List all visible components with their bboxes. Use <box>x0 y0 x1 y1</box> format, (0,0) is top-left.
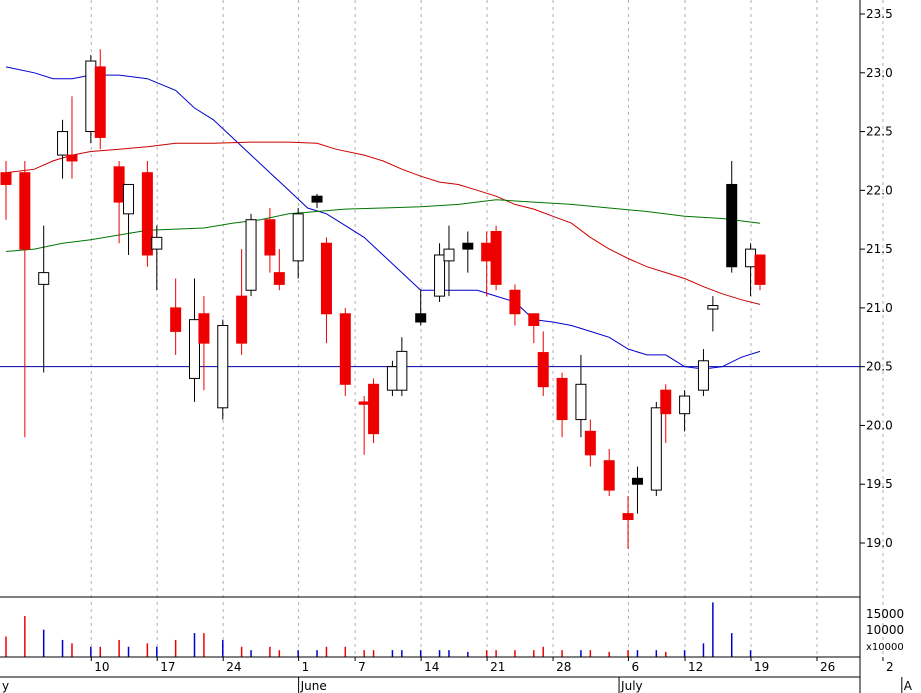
day-tick-label: 10 <box>94 660 109 674</box>
price-tick-label: 21.5 <box>866 242 893 256</box>
candle-body <box>189 319 200 379</box>
candle-body <box>113 166 125 203</box>
day-tick-label: 24 <box>226 660 241 674</box>
candle-body <box>123 183 135 215</box>
candle-body <box>358 401 370 405</box>
month-label: y <box>2 679 9 693</box>
price-tick-label: 22.0 <box>866 183 893 197</box>
candle-body <box>462 242 474 250</box>
volume-tick-label: 15000 <box>866 607 904 621</box>
candle-body <box>707 305 719 310</box>
candle-body <box>443 248 455 262</box>
volume-tick-label: 10000 <box>866 623 904 637</box>
candle-body <box>264 219 276 256</box>
day-tick-label: 1 <box>302 660 310 674</box>
month-label: July <box>620 679 643 693</box>
candle-body <box>273 272 285 285</box>
moving-average-line <box>5 66 761 370</box>
candle-body <box>217 325 229 409</box>
candle-body <box>151 236 163 250</box>
price-tick-label: 22.5 <box>866 125 893 139</box>
candle-body <box>434 254 446 297</box>
price-tick-label: 23.0 <box>866 66 893 80</box>
day-tick-label: 21 <box>490 660 505 674</box>
candle-body <box>311 195 323 203</box>
candle-body <box>622 513 634 520</box>
candle-body <box>603 460 615 491</box>
candle-body <box>575 383 587 421</box>
month-label: A <box>904 679 913 693</box>
price-tick-label: 19.5 <box>866 477 893 491</box>
moving-averages <box>5 66 761 370</box>
day-tick-label: 28 <box>556 660 571 674</box>
candle-body <box>170 307 182 332</box>
candle-body <box>537 352 549 388</box>
candle-body <box>584 430 596 456</box>
volume-tick-label: x10000 <box>866 642 904 653</box>
day-tick-label: 26 <box>820 660 835 674</box>
candle-body <box>745 248 757 268</box>
price-tick-label: 20.0 <box>866 418 893 432</box>
candle-body <box>320 242 332 315</box>
price-tick-label: 19.0 <box>866 536 893 550</box>
candle-body <box>339 313 351 385</box>
price-tick-label: 21.0 <box>866 301 893 315</box>
moving-average-line <box>5 141 761 305</box>
candle-body <box>396 350 408 391</box>
volume-panel: 15000 10000 x10000 <box>0 596 904 657</box>
day-tick-label: 14 <box>424 660 439 674</box>
candle-body <box>697 360 709 391</box>
price-tick-label: 23.5 <box>866 7 893 21</box>
candle-body <box>38 272 50 285</box>
candle-body <box>481 242 493 262</box>
candle-body <box>415 313 427 323</box>
candle-body <box>509 289 521 315</box>
day-tick-label: 17 <box>160 660 175 674</box>
candle-body <box>292 213 304 262</box>
candles <box>0 49 766 549</box>
candle-body <box>386 366 398 391</box>
candle-body <box>660 389 672 415</box>
day-tick-label: 6 <box>631 660 639 674</box>
candle-body <box>556 377 568 421</box>
candle-body <box>66 154 78 162</box>
candle-body <box>754 254 766 285</box>
candle-body <box>726 183 738 268</box>
candle-body <box>0 172 12 185</box>
candle-body <box>679 395 691 415</box>
month-label: June <box>300 679 327 693</box>
candle-body <box>368 383 380 435</box>
moving-average-line <box>5 199 761 252</box>
day-tick-label: 7 <box>358 660 366 674</box>
grid <box>90 0 884 657</box>
candle-body <box>57 131 69 156</box>
candle-body <box>19 172 31 250</box>
candle-body <box>141 172 153 256</box>
candle-body <box>528 313 540 327</box>
candle-body <box>198 313 210 344</box>
candle-body <box>85 60 97 133</box>
candle-body <box>236 295 248 344</box>
candle-body <box>94 66 106 138</box>
candle-body <box>490 230 502 285</box>
day-tick-label: 12 <box>688 660 703 674</box>
price-tick-label: 20.5 <box>866 360 893 374</box>
candle-body <box>631 477 643 485</box>
price-axis: 19.0 19.5 20.0 20.5 21.0 21.5 22.0 22.5 23.0 23.5 <box>860 7 893 550</box>
candle-body <box>650 407 662 491</box>
day-tick-label: 2 <box>886 660 894 674</box>
candle-body <box>245 219 257 291</box>
day-tick-label: 19 <box>754 660 769 674</box>
date-axis: 10 17 24 1 7 14 21 28 6 12 19 26 2y June July A <box>0 656 913 693</box>
